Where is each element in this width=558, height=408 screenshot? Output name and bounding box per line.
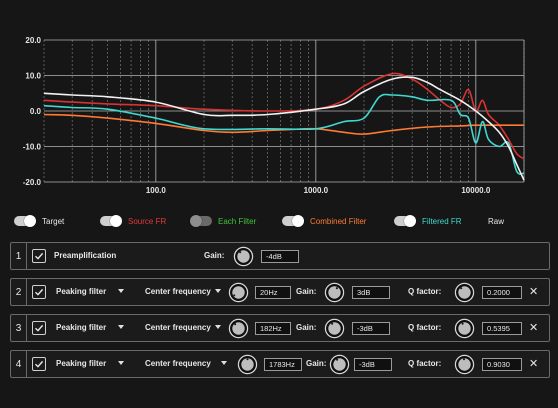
chevron-down-icon[interactable]: [118, 289, 124, 293]
q-factor-knob[interactable]: [454, 318, 475, 339]
filter-row: 3 Peaking filter Center frequency 182Hz …: [10, 314, 550, 342]
remove-filter-icon[interactable]: ✕: [529, 322, 539, 334]
chevron-down-icon[interactable]: [118, 325, 124, 329]
chevron-down-icon[interactable]: [221, 361, 227, 365]
q-factor-input[interactable]: 0.2000: [482, 286, 522, 299]
chevron-down-icon[interactable]: [215, 289, 221, 293]
toggle-label-target: Target: [42, 216, 65, 226]
preamp-label: Preamplification: [54, 251, 117, 260]
check-icon: [35, 360, 44, 368]
preamp-enable-checkbox[interactable]: [32, 249, 46, 263]
row-number: 1: [11, 243, 27, 269]
row-number: 2: [11, 279, 27, 305]
filter-enable-checkbox[interactable]: [32, 321, 46, 335]
y-tick-label: 10.0: [25, 72, 41, 81]
gain-knob[interactable]: [324, 318, 345, 339]
chart-svg: 20.0 10.0 0.0 -10.0 -20.0 100.0 1000.0 10000.0: [23, 36, 525, 195]
target-switch[interactable]: [14, 215, 36, 227]
center-frequency-select[interactable]: Center frequency: [145, 323, 211, 332]
curve-target: [43, 76, 525, 181]
filter-row: 2 Peaking filter Center frequency 20Hz G…: [10, 278, 550, 306]
toggle-target[interactable]: Target: [14, 214, 64, 228]
toggle-label-source-fr: Source FR: [128, 216, 167, 226]
frequency-input[interactable]: 1783Hz: [264, 358, 302, 371]
gain-label: Gain:: [306, 359, 327, 368]
gain-input[interactable]: 3dB: [352, 286, 390, 299]
filter-row: 4 Peaking filter Center frequency 1783Hz…: [10, 350, 550, 378]
frequency-response-chart: 20.0 10.0 0.0 -10.0 -20.0 100.0 1000.0 10000.0: [0, 0, 558, 200]
q-factor-input[interactable]: 0.5395: [482, 322, 522, 335]
frequency-knob[interactable]: [228, 318, 249, 339]
x-tick-label: 10000.0: [461, 186, 490, 195]
filter-type-select[interactable]: Peaking filter: [56, 359, 107, 368]
toggle-label-raw[interactable]: Raw: [488, 216, 505, 226]
y-tick-label: 0.0: [30, 107, 42, 116]
row-number: 4: [11, 351, 27, 377]
toggle-each-filter[interactable]: Each Filter: [190, 214, 256, 228]
preamp-gain-knob[interactable]: [233, 246, 254, 267]
frequency-knob[interactable]: [228, 282, 249, 303]
q-factor-knob[interactable]: [454, 282, 475, 303]
curve-filtered-fr: [43, 93, 525, 175]
remove-filter-icon[interactable]: ✕: [529, 286, 539, 298]
gain-input[interactable]: -3dB: [354, 358, 392, 371]
toggle-label-each-filter: Each Filter: [218, 216, 257, 226]
filter-type-select[interactable]: Peaking filter: [56, 323, 107, 332]
center-frequency-select[interactable]: Center frequency: [145, 359, 211, 368]
q-factor-knob[interactable]: [454, 354, 475, 375]
frequency-input[interactable]: 20Hz: [255, 286, 291, 299]
y-tick-label: -10.0: [23, 143, 42, 152]
toggle-source-fr[interactable]: Source FR: [100, 214, 166, 228]
x-tick-label: 1000.0: [304, 186, 329, 195]
check-icon: [35, 252, 44, 260]
y-tick-label: -20.0: [23, 178, 42, 187]
gain-label: Gain:: [296, 323, 317, 332]
toggle-filtered-fr[interactable]: Filtered FR: [394, 214, 462, 228]
check-icon: [35, 288, 44, 296]
preamp-row: 1 Preamplification Gain: -4dB: [10, 242, 550, 270]
curve-source-fr: [43, 72, 525, 160]
combined-filter-switch[interactable]: [282, 215, 304, 227]
center-frequency-select[interactable]: Center frequency: [145, 287, 211, 296]
chevron-down-icon[interactable]: [118, 361, 124, 365]
filter-type-select[interactable]: Peaking filter: [56, 287, 107, 296]
y-tick-label: 20.0: [25, 36, 41, 45]
source-fr-switch[interactable]: [100, 215, 122, 227]
q-factor-label: Q factor:: [408, 287, 442, 296]
remove-filter-icon[interactable]: ✕: [529, 358, 539, 370]
filter-enable-checkbox[interactable]: [32, 285, 46, 299]
each-filter-switch[interactable]: [190, 215, 212, 227]
preamp-gain-label: Gain:: [204, 251, 225, 260]
preamp-gain-input[interactable]: -4dB: [261, 250, 299, 263]
q-factor-input[interactable]: 0.9030: [482, 358, 522, 371]
x-tick-label: 100.0: [146, 186, 167, 195]
frequency-input[interactable]: 182Hz: [255, 322, 291, 335]
frequency-knob[interactable]: [237, 354, 258, 375]
q-factor-label: Q factor:: [408, 323, 442, 332]
chevron-down-icon[interactable]: [215, 325, 221, 329]
gain-input[interactable]: -3dB: [352, 322, 390, 335]
q-factor-label: Q factor:: [408, 359, 442, 368]
check-icon: [35, 324, 44, 332]
toggle-label-combined-filter: Combined Filter: [310, 216, 367, 226]
curve-toggles: Target Source FR Each Filter Combined Fi…: [0, 210, 558, 232]
gain-knob[interactable]: [324, 282, 345, 303]
toggle-label-filtered-fr: Filtered FR: [422, 216, 462, 226]
filter-enable-checkbox[interactable]: [32, 357, 46, 371]
filtered-fr-switch[interactable]: [394, 215, 416, 227]
gain-knob[interactable]: [329, 354, 350, 375]
gain-label: Gain:: [296, 287, 317, 296]
row-number: 3: [11, 315, 27, 341]
toggle-combined-filter[interactable]: Combined Filter: [282, 214, 366, 228]
toggle-raw[interactable]: Raw: [488, 214, 504, 228]
